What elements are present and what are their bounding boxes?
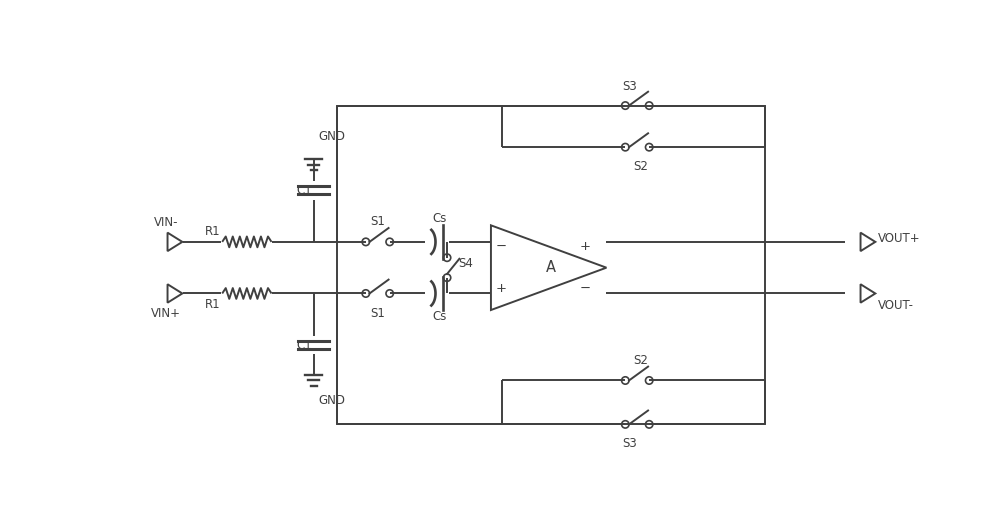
Text: S4: S4 <box>458 257 473 270</box>
Text: R1: R1 <box>205 225 221 238</box>
Text: S3: S3 <box>622 437 637 451</box>
Text: S2: S2 <box>634 354 649 367</box>
Text: Cs: Cs <box>432 212 447 225</box>
Text: +: + <box>579 240 590 253</box>
Text: GND: GND <box>318 394 345 407</box>
Text: VIN-: VIN- <box>154 216 178 229</box>
Text: VIN+: VIN+ <box>151 307 181 319</box>
Text: S1: S1 <box>370 215 385 228</box>
Text: VOUT-: VOUT- <box>877 298 913 311</box>
Text: R1: R1 <box>205 298 221 311</box>
Text: C1: C1 <box>297 184 312 197</box>
Text: +: + <box>495 282 506 295</box>
Text: A: A <box>546 260 556 275</box>
Text: C1: C1 <box>297 338 312 352</box>
Text: S2: S2 <box>634 160 649 173</box>
Text: −: − <box>579 282 590 295</box>
Text: −: − <box>495 240 507 253</box>
Text: S1: S1 <box>370 307 385 320</box>
Text: S3: S3 <box>622 80 637 93</box>
Text: VOUT+: VOUT+ <box>877 231 920 245</box>
Bar <box>337 105 765 424</box>
Text: GND: GND <box>318 130 345 142</box>
Text: Cs: Cs <box>432 310 447 324</box>
Polygon shape <box>491 226 606 310</box>
